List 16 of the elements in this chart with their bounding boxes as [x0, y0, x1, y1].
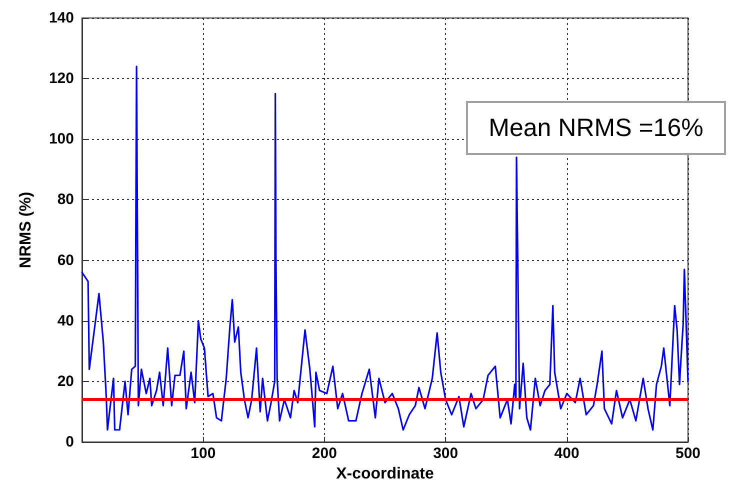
y-tick-label: 20: [57, 372, 74, 390]
y-axis-title: NRMS (%): [18, 192, 34, 268]
y-tick-label: 80: [57, 191, 74, 208]
y-tick-label: 40: [57, 312, 74, 330]
x-tick-label: 300: [433, 445, 458, 462]
y-tick-label: 100: [48, 130, 74, 148]
x-tick-label: 500: [675, 445, 701, 462]
x-tick-label: 100: [190, 445, 216, 462]
x-tick-label: 400: [554, 445, 580, 462]
x-tick-label: 200: [312, 445, 337, 462]
y-tick-label: 120: [48, 70, 74, 88]
annotation: Mean NRMS =16%: [466, 101, 726, 155]
y-tick-label: 60: [57, 252, 74, 269]
x-axis-title: X-coordinate: [336, 465, 434, 482]
y-tick-label: 0: [66, 434, 74, 450]
y-tick-label: 140: [48, 10, 74, 26]
